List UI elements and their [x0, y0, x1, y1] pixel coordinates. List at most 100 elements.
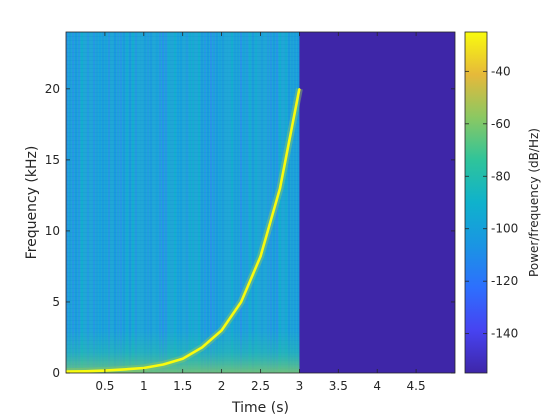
colorbar-tick-label: -40: [491, 64, 511, 78]
spectrogram-row: [66, 80, 300, 81]
spectrogram-stripe: [141, 32, 143, 373]
x-tick-label: 0.5: [95, 379, 114, 393]
colorbar-tick-label: -140: [491, 327, 518, 341]
spectrogram-stripe: [273, 32, 275, 373]
chirp-point: [181, 358, 184, 360]
spectrogram-stripe: [285, 32, 287, 373]
spectrogram-row: [66, 160, 300, 161]
chirp-point: [162, 363, 165, 366]
spectrogram-stripe: [228, 32, 230, 373]
spectrogram-stripe: [129, 32, 131, 373]
spectrogram-row: [66, 88, 300, 89]
spectrogram-stripe: [237, 32, 239, 373]
spectrogram-row: [66, 196, 300, 197]
spectrogram-row: [66, 48, 300, 49]
spectrogram-row: [66, 120, 300, 121]
spectrogram-row: [66, 312, 300, 313]
spectrogram-stripe: [231, 32, 233, 373]
spectrogram-row: [66, 224, 300, 225]
spectrogram-stripe: [126, 32, 128, 373]
spectrogram-stripe: [270, 32, 272, 373]
spectrogram-stripe: [75, 32, 77, 373]
spectrogram-stripe: [267, 32, 269, 373]
spectrogram-row: [66, 136, 300, 137]
spectrogram-row: [66, 276, 300, 277]
low-frequency-band: [66, 330, 300, 373]
spectrogram-stripe: [201, 32, 203, 373]
signal-region: [66, 32, 300, 373]
chirp-point: [143, 367, 145, 369]
spectrogram-stripe: [252, 32, 254, 373]
x-axis-ticks: 0.5 1 1.5 2 2.5 3 3.5 4 4.5: [95, 32, 426, 393]
spectrogram-stripe: [168, 32, 170, 373]
spectrogram-row: [66, 316, 300, 317]
spectrogram-stripe: [138, 32, 140, 373]
spectrogram-row: [66, 204, 300, 205]
spectrogram-row: [66, 44, 300, 45]
spectrogram-row: [66, 64, 300, 65]
spectrogram-stripe: [261, 32, 263, 373]
spectrogram-row: [66, 108, 300, 109]
colorbar-gradient: [465, 32, 487, 373]
spectrogram-row: [66, 320, 300, 321]
spectrogram-row: [66, 292, 300, 293]
spectrogram-row: [66, 172, 300, 173]
spectrogram-row: [66, 280, 300, 281]
spectrogram-stripe: [210, 32, 212, 373]
x-tick-label: 1.5: [173, 379, 192, 393]
spectrogram-stripe: [159, 32, 161, 373]
x-tick-label: 4.5: [407, 379, 426, 393]
spectrogram-stripe: [90, 32, 92, 373]
spectrogram-row: [66, 324, 300, 325]
spectrogram-row: [66, 168, 300, 169]
spectrogram-stripe: [114, 32, 116, 373]
spectrogram-stripe: [189, 32, 191, 373]
x-tick-label: 3.5: [329, 379, 348, 393]
spectrogram-row: [66, 96, 300, 97]
spectrogram-row: [66, 76, 300, 77]
spectrogram-stripe: [222, 32, 224, 373]
spectrogram-stripe: [72, 32, 74, 373]
spectrogram-row: [66, 252, 300, 253]
x-axis-label: Time (s): [231, 400, 289, 416]
spectrogram-row: [66, 264, 300, 265]
spectrogram-stripe: [162, 32, 164, 373]
chirp-point: [298, 88, 301, 90]
spectrogram-row: [66, 68, 300, 69]
spectrogram-row: [66, 288, 300, 289]
spectrogram-row: [66, 228, 300, 229]
spectrogram-row: [66, 84, 300, 85]
spectrogram-stripe: [177, 32, 179, 373]
spectrogram-stripe: [288, 32, 290, 373]
spectrogram-row: [66, 268, 300, 269]
x-tick-label: 2.5: [251, 379, 270, 393]
spectrogram-stripe: [93, 32, 95, 373]
colorbar-frame: [464, 31, 488, 374]
spectrogram-stripe: [240, 32, 242, 373]
spectrogram-row: [66, 328, 300, 329]
spectrogram-row: [66, 192, 300, 193]
spectrogram-row: [66, 36, 300, 37]
spectrogram-row: [66, 112, 300, 113]
spectrogram-row: [66, 56, 300, 57]
spectrogram-row: [66, 40, 300, 41]
spectrogram-stripe: [183, 32, 185, 373]
spectrogram-stripe: [108, 32, 110, 373]
spectrogram-row: [66, 124, 300, 125]
spectrogram-row: [66, 104, 300, 105]
spectrogram-row: [66, 100, 300, 101]
spectrogram-stripe: [192, 32, 194, 373]
spectrogram-row: [66, 272, 300, 273]
spectrogram-stripe: [69, 32, 71, 373]
spectrogram-stripe: [279, 32, 281, 373]
spectrogram-stripe: [78, 32, 80, 373]
spectrogram-stripe: [216, 32, 218, 373]
spectrogram-row: [66, 260, 300, 261]
spectrogram-stripe: [66, 32, 68, 373]
spectrogram-stripe: [180, 32, 182, 373]
spectrogram-row: [66, 176, 300, 177]
spectrogram-stripe: [135, 32, 137, 373]
spectrogram-stripe: [132, 32, 134, 373]
colorbar-tick-label: -120: [491, 274, 518, 288]
spectrogram-row: [66, 232, 300, 233]
